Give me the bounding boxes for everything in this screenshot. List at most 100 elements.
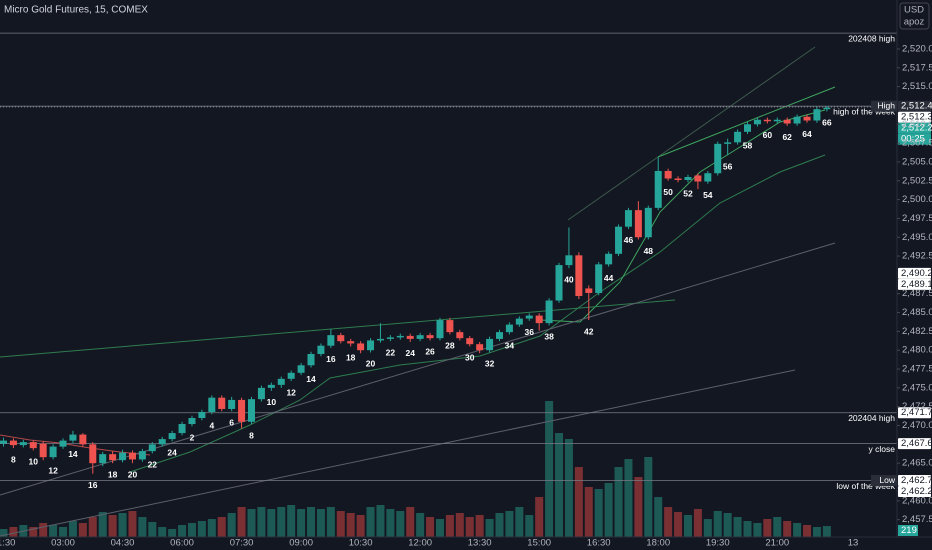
bar-count-label: 12 [286,387,296,397]
currency-button[interactable] [899,2,930,30]
bar-count-label: 42 [584,326,594,336]
price-tag-name: High [878,100,896,110]
x-tick-label: 21:00 [765,538,789,549]
bar-count-label: 46 [624,235,634,245]
candle-body [198,411,206,419]
candle-body [109,454,117,461]
bar-count-label: 8 [249,430,254,440]
volume-bar [49,525,58,537]
price-tag-label: 2,471.7 [901,407,932,418]
bar-count-label: 6 [229,417,234,427]
candle-body [446,320,454,333]
volume-bar [535,497,544,537]
bar-count-label: 2 [190,433,195,443]
moving-average [129,154,826,473]
bar-count-label: 60 [763,130,773,140]
volume-bar [29,527,38,537]
candle-body [29,442,37,449]
volume-bar [336,511,345,537]
volume-bar [733,517,742,537]
candle-body [585,288,593,293]
trend-line [657,86,836,158]
candle-body [148,444,156,452]
volume-bar [783,521,792,537]
trend-line [0,369,796,537]
y-tick-label: 2,460.0 [902,495,932,506]
candle-body [89,444,97,464]
candle-body [684,176,692,181]
candle-body [803,116,811,121]
price-tag [898,100,931,112]
volume-bar [515,507,524,537]
volume-bar [277,507,286,537]
bar-count-label: 12 [48,466,58,476]
candle-body [317,345,325,354]
bar-count-label: 50 [663,187,673,197]
candle-body [416,335,424,339]
volume-bar [465,517,474,537]
volume-bar [624,459,633,537]
bar-count-label: 48 [644,246,654,256]
candle-body [218,397,226,409]
candle-body [486,338,494,351]
bar-count-label: 4 [209,420,214,430]
y-tick-label: 2,470.0 [902,420,932,431]
candle-body [694,175,702,182]
volume-bar [207,519,216,537]
price-tag [898,486,931,498]
bar-count-label: 8 [11,454,16,464]
volume-bar [307,507,316,537]
volume-bar [445,515,454,537]
x-tick-label: 15:00 [527,538,551,549]
bar-count-label: 38 [544,332,554,342]
moving-average-red [0,434,151,456]
candle-body [575,255,583,296]
candle-body [128,452,136,460]
candle-body [287,372,295,379]
price-tag-label: 2,490.2 [901,268,932,279]
volume-bar [257,507,266,537]
candle-body [9,440,17,446]
candle-body [783,119,791,124]
volume-bar [366,507,375,537]
bar-count-label: 14 [68,449,78,459]
x-tick-label: 18:00 [646,538,670,549]
y-tick-label: 2,477.5 [902,364,932,375]
bar-count-label: 22 [148,460,158,470]
candle-body [555,265,563,301]
candle-body [238,399,246,422]
bar-count-label: 14 [306,374,316,384]
candle-body [654,170,662,208]
candle-body [396,335,404,338]
price-tag-name-box [871,475,897,487]
candle-body [367,340,375,351]
bar-count-label: 18 [346,353,356,363]
candle-body [39,443,47,458]
volume-bar [664,507,673,537]
volume-bar [654,497,663,537]
candle-body [615,226,623,254]
candle-body [337,335,345,342]
volume-bar [178,525,187,537]
volume-bar [247,509,256,537]
volume-bar [316,509,325,537]
countdown-box [898,133,931,145]
x-tick-label: 16:30 [587,538,611,549]
candle-body [188,418,196,425]
candle-body [426,335,434,339]
y-tick-label: 2,465.0 [902,458,932,469]
candle-body [565,255,573,266]
price-tag [898,438,931,450]
volume-tag [898,525,918,536]
candle-body [248,399,255,422]
candle-body [168,433,176,440]
candle-body [793,116,801,124]
price-tag-name-box [871,100,897,112]
price-tag-label: 2,512.2 [901,123,932,134]
y-tick-label: 2,497.5 [902,213,932,224]
volume-bar [88,517,97,537]
trend-line [567,46,816,221]
volume-bar [753,523,762,537]
volume-bar [267,509,276,537]
